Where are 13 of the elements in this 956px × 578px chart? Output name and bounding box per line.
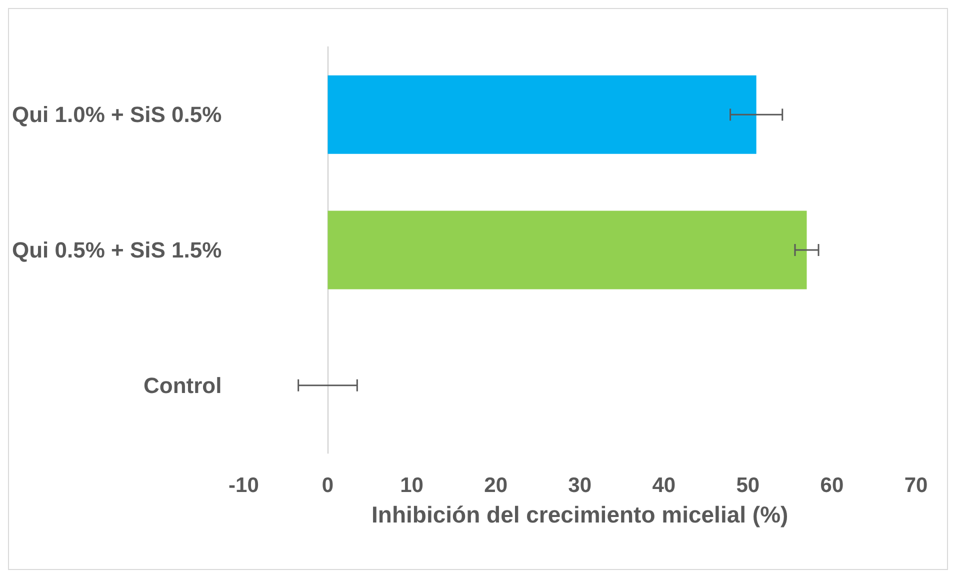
x-tick-label: -10 — [228, 474, 259, 497]
x-tick-label: 50 — [736, 474, 760, 497]
x-tick-label: 0 — [322, 474, 334, 497]
x-tick-label: 70 — [904, 474, 928, 497]
y-tick-label: Control — [144, 372, 222, 398]
x-tick-label: 20 — [484, 474, 508, 497]
y-tick-label: Qui 1.0% + SiS 0.5% — [12, 102, 222, 128]
y-tick-label: Qui 0.5% + SiS 1.5% — [12, 238, 222, 262]
x-tick-label: 40 — [652, 474, 676, 497]
x-tick-label: 60 — [820, 474, 844, 497]
x-tick-label: 10 — [400, 474, 424, 497]
x-axis-title: Inhibición del crecimiento micelial (%) — [372, 502, 788, 528]
x-tick-label: 30 — [568, 474, 592, 497]
